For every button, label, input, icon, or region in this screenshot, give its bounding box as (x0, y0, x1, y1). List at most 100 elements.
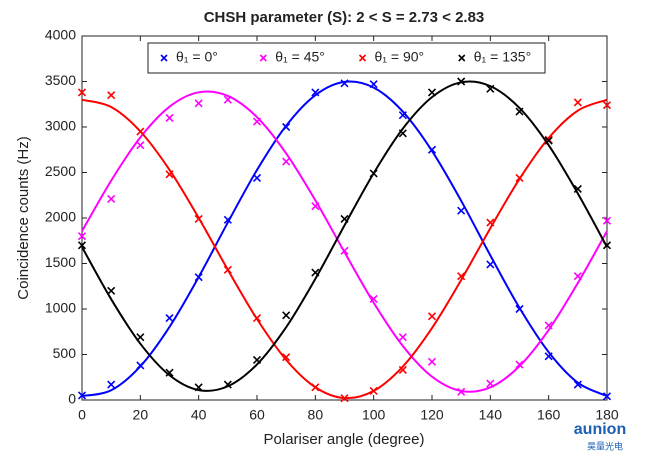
data-point (223, 380, 232, 389)
data-point (602, 101, 612, 110)
data-point (194, 99, 203, 108)
data-point (136, 333, 145, 342)
data-point (252, 173, 262, 183)
data-point (573, 98, 582, 107)
data-point (282, 311, 291, 320)
data-point (369, 386, 378, 395)
legend-marker (358, 54, 367, 62)
y-tick-label: 0 (68, 391, 76, 407)
legend-box (147, 42, 546, 74)
data-point (77, 88, 87, 97)
x-tick-label: 100 (362, 407, 386, 423)
data-point (194, 273, 203, 282)
data-point (282, 122, 291, 132)
data-point (107, 91, 116, 100)
data-point (340, 79, 349, 88)
data-point (282, 157, 291, 166)
data-point (282, 353, 291, 362)
data-point (136, 361, 145, 370)
data-point (602, 241, 612, 250)
data-point (544, 136, 553, 145)
data-point (165, 314, 174, 323)
x-tick-label: 0 (78, 407, 86, 423)
data-point (223, 95, 232, 104)
y-tick-label: 3500 (45, 72, 76, 88)
y-tick-label: 1500 (45, 254, 76, 270)
data-point (107, 380, 116, 389)
data-point (515, 107, 524, 116)
data-point (369, 80, 378, 89)
data-point (486, 379, 495, 388)
y-tick-label: 4000 (45, 27, 76, 43)
x-tick-label: 140 (479, 407, 503, 423)
legend-marker (458, 54, 466, 62)
data-point (77, 241, 87, 250)
data-point (194, 383, 203, 392)
y-tick-label: 1000 (45, 300, 76, 316)
y-tick-label: 2500 (45, 163, 76, 179)
watermark-brand: aunion (574, 421, 626, 438)
legend-label: θ₁ = 0° (176, 49, 218, 65)
legend-marker (259, 54, 267, 62)
data-point (107, 286, 116, 295)
data-point (311, 88, 320, 97)
data-point (427, 357, 437, 366)
data-point (398, 333, 407, 342)
data-point (252, 355, 262, 365)
data-point (398, 129, 407, 138)
data-point (77, 391, 87, 400)
x-tick-label: 160 (537, 407, 561, 423)
data-point (427, 145, 437, 154)
data-point (457, 272, 466, 281)
x-tick-label: 80 (308, 407, 324, 423)
watermark-sub: 昊量光电 (587, 440, 623, 451)
data-point (602, 216, 612, 225)
data-point (77, 232, 87, 241)
data-point (311, 202, 320, 211)
legend-label: θ₁ = 45° (275, 49, 325, 65)
data-point (136, 141, 145, 150)
data-point (311, 383, 320, 392)
data-point (340, 394, 349, 403)
y-tick-label: 2000 (45, 209, 76, 225)
data-point (515, 173, 524, 183)
data-point (544, 321, 553, 330)
chart-title: CHSH parameter (S): 2 < S = 2.73 < 2.83 (204, 9, 485, 26)
x-tick-label: 60 (249, 407, 265, 423)
data-point (369, 169, 378, 178)
data-point (486, 260, 495, 269)
data-point (398, 365, 407, 375)
data-point (515, 304, 524, 314)
y-tick-label: 500 (53, 345, 77, 361)
y-tick-label: 3000 (45, 118, 76, 134)
x-tick-label: 40 (191, 407, 207, 423)
data-point (165, 170, 174, 179)
data-point (457, 77, 466, 86)
legend-label: θ₁ = 90° (375, 49, 425, 65)
data-point (136, 127, 145, 136)
data-point (544, 352, 553, 361)
data-point (340, 214, 349, 223)
data-point (486, 218, 495, 227)
legend-label: θ₁ = 135° (474, 49, 531, 65)
fit-curve (81, 90, 608, 393)
data-point (515, 360, 524, 369)
data-point (223, 215, 232, 224)
data-point (427, 312, 437, 321)
data-point (165, 368, 174, 377)
data-point (369, 294, 378, 304)
data-point (107, 194, 116, 203)
data-point (252, 117, 262, 126)
legend-marker (160, 54, 168, 62)
x-tick-label: 120 (420, 407, 444, 423)
x-tick-label: 20 (133, 407, 149, 423)
data-point (486, 84, 495, 93)
data-point (398, 111, 407, 120)
data-point (311, 268, 320, 277)
y-axis-label: Coincidence counts (Hz) (15, 136, 32, 299)
data-point (602, 392, 612, 401)
fit-curve (81, 80, 608, 392)
data-point (573, 272, 582, 281)
data-point (252, 314, 262, 323)
